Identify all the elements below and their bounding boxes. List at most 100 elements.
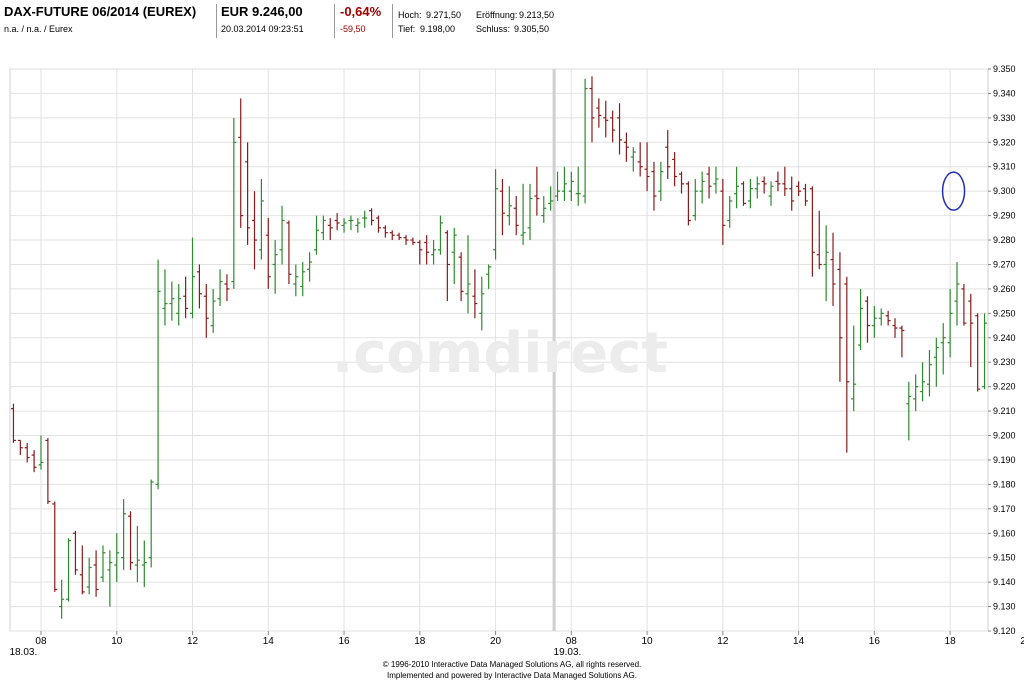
last-price: EUR 9.246,00 xyxy=(221,4,303,19)
header-divider xyxy=(334,4,335,38)
instrument-exchange: n.a. / n.a. / Eurex xyxy=(4,24,73,34)
ohlc-bar xyxy=(272,240,278,294)
x-axis: 081012141618200810121416182007080918.03.… xyxy=(9,631,1024,658)
ohlc-bar xyxy=(72,530,78,575)
y-tick-label: 9.320 xyxy=(993,137,1016,147)
ohlc-bar xyxy=(685,181,691,226)
ohlc-bar xyxy=(575,166,581,206)
ohlc-bar xyxy=(472,269,478,319)
ohlc-bar xyxy=(499,178,505,236)
ohlc-bar xyxy=(38,435,44,470)
ohlc-bar xyxy=(217,269,223,307)
ohlc-bar xyxy=(871,306,877,338)
ohlc-bar xyxy=(679,171,685,194)
ohlc-bar xyxy=(307,252,313,282)
ohlc-bar xyxy=(885,310,891,326)
ohlc-bar xyxy=(561,166,567,201)
y-tick-label: 9.140 xyxy=(993,577,1016,587)
ohlc-bar xyxy=(100,545,106,583)
y-tick-label: 9.160 xyxy=(993,528,1016,538)
header-divider xyxy=(216,4,217,38)
close-value: 9.305,50 xyxy=(514,24,550,34)
ohlc-bar xyxy=(141,540,147,588)
y-tick-label: 9.270 xyxy=(993,259,1016,269)
ohlc-bar xyxy=(52,501,58,592)
y-tick-label: 9.310 xyxy=(993,162,1016,172)
ohlc-bar xyxy=(589,76,595,143)
ohlc-bar xyxy=(375,215,381,233)
ohlc-bar xyxy=(134,525,140,583)
ohlc-bar xyxy=(734,166,740,209)
y-tick-label: 9.170 xyxy=(993,504,1016,514)
ohlc-bar xyxy=(555,171,561,201)
ohlc-bar xyxy=(431,240,437,265)
ohlc-bar xyxy=(114,533,120,583)
ohlc-bar xyxy=(520,183,526,245)
ohlc-bar xyxy=(224,274,230,302)
ohlc-bar xyxy=(417,240,423,265)
close-label: Schluss: xyxy=(476,24,511,34)
y-tick-label: 9.150 xyxy=(993,553,1016,563)
y-tick-label: 9.250 xyxy=(993,308,1016,318)
ohlc-bar xyxy=(93,550,99,597)
ohlc-bar xyxy=(727,196,733,228)
ohlc-bar xyxy=(906,381,912,441)
y-tick-label: 9.130 xyxy=(993,602,1016,612)
ohlc-bar xyxy=(961,284,967,326)
y-tick-label: 9.120 xyxy=(993,626,1016,636)
ohlc-bar xyxy=(527,183,533,241)
ohlc-bar xyxy=(10,403,16,443)
change-percent: -0,64% xyxy=(340,4,382,19)
ohlc-bar xyxy=(17,439,23,456)
ohlc-bar xyxy=(623,132,629,162)
ohlc-bar xyxy=(830,232,836,307)
x-tick-label: 14 xyxy=(263,636,275,647)
ohlc-bar xyxy=(644,142,650,192)
instrument-name: DAX-FUTURE 06/2014 (EUREX) xyxy=(4,4,197,19)
ohlc-bar xyxy=(258,178,264,260)
y-tick-label: 9.200 xyxy=(993,431,1016,441)
ohlc-bar xyxy=(327,218,333,241)
ohlc-bar xyxy=(823,225,829,302)
y-tick-label: 9.280 xyxy=(993,235,1016,245)
ohlc-bar xyxy=(775,171,781,192)
ohlc-bar xyxy=(975,313,981,392)
ohlc-bar xyxy=(658,161,664,201)
ohlc-bar xyxy=(45,437,51,504)
x-tick-label: 10 xyxy=(642,636,654,647)
ohlc-bar xyxy=(148,479,154,568)
change-absolute: -59,50 xyxy=(340,24,366,34)
ohlc-bar xyxy=(713,166,719,194)
header-divider xyxy=(392,4,393,38)
ohlc-bar xyxy=(313,215,319,255)
x-tick-label: 12 xyxy=(717,636,729,647)
ohlc-bar xyxy=(844,276,850,453)
ohlc-bar xyxy=(782,166,788,197)
ohlc-bar xyxy=(913,374,919,412)
ohlc-bar xyxy=(203,284,209,338)
x-tick-label: 12 xyxy=(187,636,199,647)
ohlc-bar xyxy=(369,208,375,226)
ohlc-bar xyxy=(231,117,237,289)
y-tick-label: 9.340 xyxy=(993,88,1016,98)
ohlc-bar xyxy=(162,269,168,326)
ohlc-bar xyxy=(121,499,127,570)
ohlc-bar xyxy=(630,147,636,172)
ohlc-bar xyxy=(651,161,657,211)
ohlc-bar xyxy=(802,183,808,206)
ohlc-bar xyxy=(362,210,368,228)
open-value: 9.213,50 xyxy=(519,10,555,20)
x-tick-label: 20 xyxy=(1020,636,1024,647)
ohlc-bar xyxy=(486,264,492,289)
day-separators xyxy=(552,69,556,631)
ohlc-bar xyxy=(293,264,299,297)
x-tick-label: 14 xyxy=(793,636,805,647)
low-value: 9.198,00 xyxy=(420,24,456,34)
ohlc-bar xyxy=(348,215,354,231)
ohlc-bar xyxy=(196,264,202,309)
ohlc-bar xyxy=(341,218,347,233)
ohlc-bar xyxy=(506,186,512,226)
ohlc-bar xyxy=(107,550,113,607)
ohlc-bar xyxy=(24,442,30,463)
ohlc-bar xyxy=(864,296,870,343)
